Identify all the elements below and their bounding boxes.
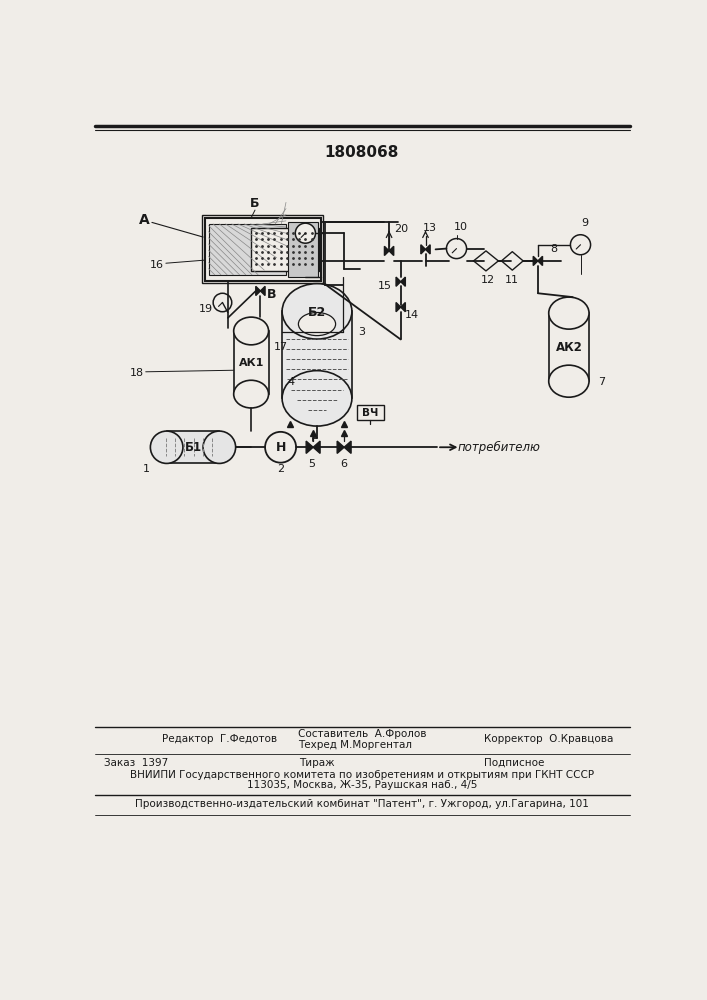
Text: 16: 16 xyxy=(150,260,163,270)
Polygon shape xyxy=(337,441,344,453)
Text: АК2: АК2 xyxy=(556,341,583,354)
Polygon shape xyxy=(426,245,430,254)
Text: А: А xyxy=(139,213,150,227)
Text: 7: 7 xyxy=(598,377,605,387)
Polygon shape xyxy=(260,286,265,296)
Text: 3: 3 xyxy=(358,327,366,337)
Text: 11: 11 xyxy=(506,275,520,285)
Text: 17: 17 xyxy=(274,342,288,352)
Text: Производственно-издательский комбинат "Патент", г. Ужгород, ул.Гагарина, 101: Производственно-издательский комбинат "П… xyxy=(135,799,589,809)
Text: 12: 12 xyxy=(481,275,495,285)
Polygon shape xyxy=(533,256,538,266)
Text: 13: 13 xyxy=(422,223,436,233)
Text: Техред М.Моргентал: Техред М.Моргентал xyxy=(298,740,411,750)
Text: 1808068: 1808068 xyxy=(325,145,399,160)
Text: Б: Б xyxy=(250,197,259,210)
Text: Редактор  Г.Федотов: Редактор Г.Федотов xyxy=(162,734,277,744)
Bar xyxy=(288,222,317,277)
Text: 15: 15 xyxy=(378,281,392,291)
Ellipse shape xyxy=(203,431,235,463)
Text: Составитель  А.Фролов: Составитель А.Фролов xyxy=(298,729,426,739)
Text: Тираж: Тираж xyxy=(299,758,335,768)
Text: Корректор  О.Кравцова: Корректор О.Кравцова xyxy=(484,734,613,744)
Text: 9: 9 xyxy=(581,218,588,228)
Bar xyxy=(282,311,352,398)
Ellipse shape xyxy=(234,380,269,408)
Circle shape xyxy=(265,432,296,463)
Text: 5: 5 xyxy=(308,459,315,469)
Ellipse shape xyxy=(282,284,352,339)
Text: 19: 19 xyxy=(199,304,213,314)
Text: 20: 20 xyxy=(394,224,408,234)
Text: 2: 2 xyxy=(277,464,284,474)
Ellipse shape xyxy=(234,317,269,345)
Polygon shape xyxy=(421,245,426,254)
Bar xyxy=(204,218,321,281)
Circle shape xyxy=(296,223,315,243)
Text: 4: 4 xyxy=(288,377,295,387)
Text: Подписное: Подписное xyxy=(484,758,544,768)
Text: 1: 1 xyxy=(143,464,150,474)
Polygon shape xyxy=(401,277,405,286)
Text: Б1: Б1 xyxy=(185,441,201,454)
Text: 10: 10 xyxy=(453,222,467,232)
Polygon shape xyxy=(313,441,320,453)
Circle shape xyxy=(213,293,232,312)
Ellipse shape xyxy=(549,365,589,397)
Text: 14: 14 xyxy=(405,310,419,320)
Polygon shape xyxy=(538,256,542,266)
Text: потребителю: потребителю xyxy=(457,441,541,454)
Polygon shape xyxy=(396,302,401,312)
Ellipse shape xyxy=(549,297,589,329)
Polygon shape xyxy=(256,286,260,296)
Ellipse shape xyxy=(151,431,183,463)
Text: 113035, Москва, Ж-35, Раушская наб., 4/5: 113035, Москва, Ж-35, Раушская наб., 4/5 xyxy=(247,780,477,790)
Text: Заказ  1397: Заказ 1397 xyxy=(104,758,168,768)
Circle shape xyxy=(571,235,590,255)
Bar xyxy=(209,224,286,275)
Polygon shape xyxy=(401,302,405,312)
Polygon shape xyxy=(344,441,351,453)
Text: 6: 6 xyxy=(341,459,348,469)
Polygon shape xyxy=(306,441,313,453)
Ellipse shape xyxy=(282,371,352,426)
Text: ВНИИПИ Государственного комитета по изобретениям и открытиям при ГКНТ СССР: ВНИИПИ Государственного комитета по изоб… xyxy=(130,770,594,780)
Bar xyxy=(234,331,269,394)
Bar xyxy=(202,215,323,283)
Text: АК1: АК1 xyxy=(238,358,264,368)
Bar xyxy=(251,228,319,271)
Polygon shape xyxy=(389,246,394,256)
Text: ВЧ: ВЧ xyxy=(362,408,379,418)
Text: 18: 18 xyxy=(129,368,144,378)
Text: Б2: Б2 xyxy=(308,306,326,319)
Polygon shape xyxy=(385,246,389,256)
Circle shape xyxy=(446,239,467,259)
Bar xyxy=(549,313,589,381)
Ellipse shape xyxy=(298,312,336,336)
Text: Н: Н xyxy=(276,441,286,454)
Polygon shape xyxy=(396,277,401,286)
Bar xyxy=(167,431,219,463)
Text: 8: 8 xyxy=(550,244,557,254)
Bar xyxy=(356,405,385,420)
Text: В: В xyxy=(267,288,277,301)
